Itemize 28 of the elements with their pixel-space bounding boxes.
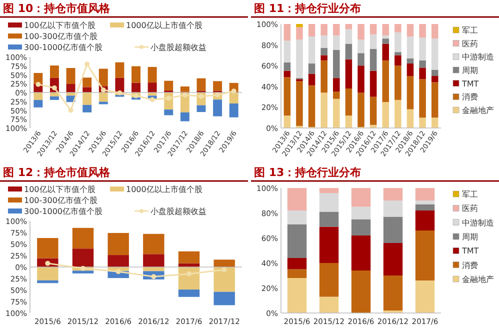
legend-label: 金融地产	[462, 106, 494, 115]
legend-label: 100-300亿市值个股	[24, 196, 98, 205]
legend-label: TMT	[461, 79, 479, 88]
legend-label: 周期	[462, 232, 478, 242]
chart-title: 图 12：持仓市值风格	[3, 166, 112, 179]
chart-title: 图 11：持仓行业分布	[254, 2, 362, 15]
legend-label: 金融地产	[462, 275, 494, 284]
legend-label: 1000亿以上市值个股	[126, 21, 202, 30]
legend-label: 1000亿以上市值个股	[126, 185, 202, 194]
legend-label: 100亿以下市值个股	[24, 21, 96, 30]
legend-label: 小盘股超额收益	[150, 43, 207, 52]
legend-label: 300-1000亿市值个股	[24, 43, 103, 52]
legend-label: 100亿以下市值个股	[24, 185, 96, 194]
legend-label: 周期	[462, 66, 478, 75]
chart-title: 图 13：持仓行业分布	[254, 166, 362, 179]
legend-label: 医药	[462, 39, 478, 48]
legend-label: 消费	[462, 260, 478, 270]
legend-label: 军工	[462, 26, 478, 35]
legend-label: 中游制造	[462, 218, 494, 228]
legend-label: TMT	[461, 246, 479, 256]
legend-label: 中游制造	[462, 52, 494, 62]
legend-label: 消费	[462, 92, 478, 102]
chart-title: 图 10：持仓市值风格	[3, 2, 112, 15]
legend-label: 军工	[462, 190, 478, 199]
legend-label: 100-300亿市值个股	[24, 32, 98, 41]
legend-label: 小盘股超额收益	[150, 207, 207, 216]
legend-label: 300-1000亿市值个股	[24, 207, 103, 216]
legend-label: 医药	[462, 204, 478, 214]
